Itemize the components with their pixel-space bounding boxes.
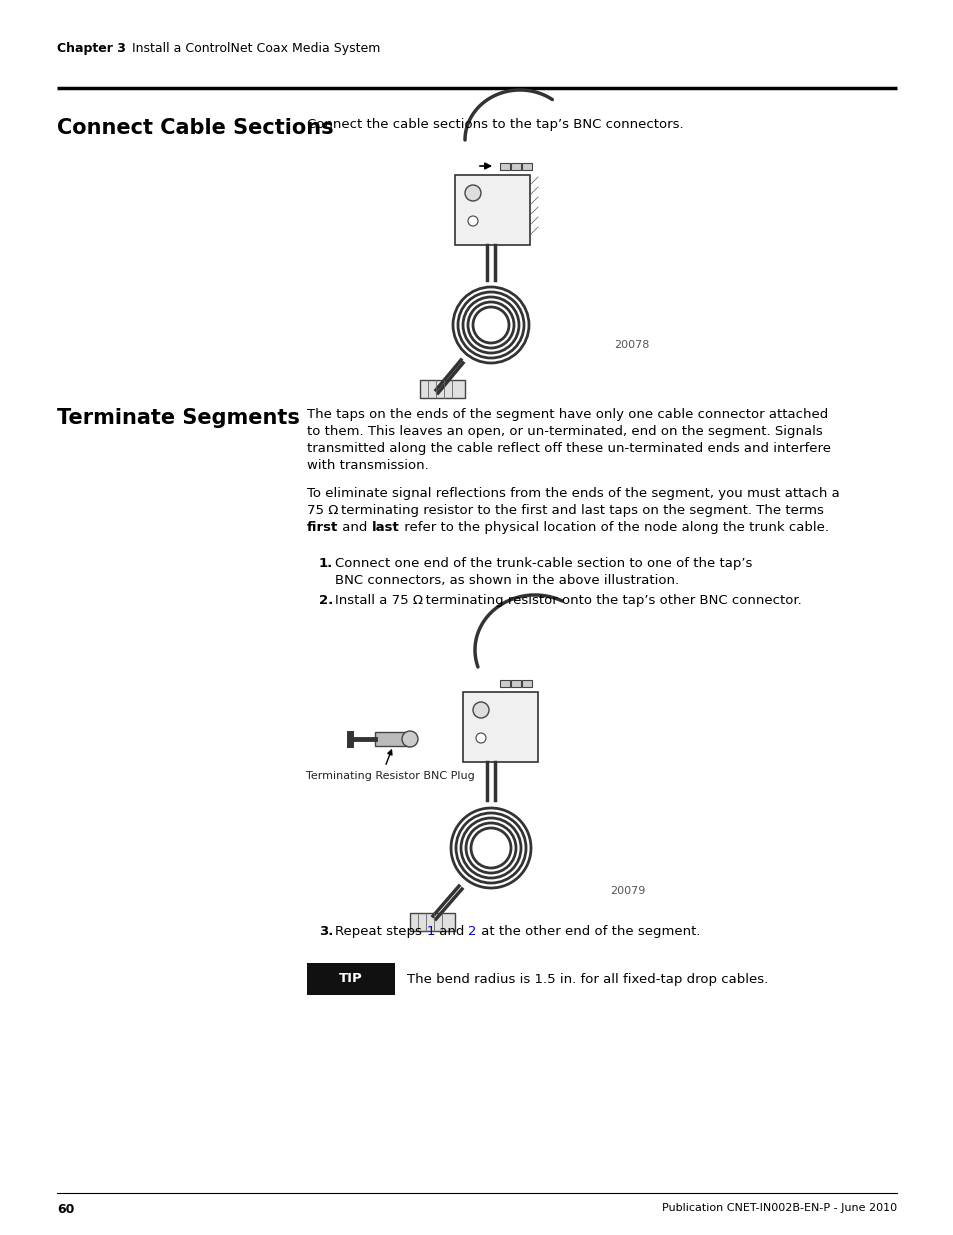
Text: Install a ControlNet Coax Media System: Install a ControlNet Coax Media System xyxy=(132,42,380,56)
Text: 1: 1 xyxy=(426,925,435,939)
Text: 1.: 1. xyxy=(318,557,333,571)
Text: Repeat steps: Repeat steps xyxy=(335,925,426,939)
Bar xyxy=(521,680,532,687)
Bar xyxy=(499,163,510,170)
Circle shape xyxy=(476,734,485,743)
Text: Connect Cable Sections: Connect Cable Sections xyxy=(57,119,334,138)
Circle shape xyxy=(473,701,489,718)
Text: to them. This leaves an open, or un-terminated, end on the segment. Signals: to them. This leaves an open, or un-term… xyxy=(307,425,821,438)
Text: Publication CNET-IN002B-EN-P - June 2010: Publication CNET-IN002B-EN-P - June 2010 xyxy=(661,1203,896,1213)
Text: Connect one end of the trunk-cable section to one of the tap’s: Connect one end of the trunk-cable secti… xyxy=(335,557,752,571)
Bar xyxy=(375,732,410,746)
Bar xyxy=(521,163,532,170)
Text: Install a 75 Ω terminating resistor onto the tap’s other BNC connector.: Install a 75 Ω terminating resistor onto… xyxy=(335,594,801,606)
Bar xyxy=(307,963,395,995)
Text: TIP: TIP xyxy=(338,972,362,986)
Text: 20079: 20079 xyxy=(609,885,644,897)
Text: and: and xyxy=(435,925,468,939)
Text: refer to the physical location of the node along the trunk cable.: refer to the physical location of the no… xyxy=(399,521,828,534)
Bar xyxy=(499,680,510,687)
Bar xyxy=(410,913,455,931)
Text: transmitted along the cable reflect off these un-terminated ends and interfere: transmitted along the cable reflect off … xyxy=(307,442,830,454)
Text: 2: 2 xyxy=(468,925,476,939)
Text: BNC connectors, as shown in the above illustration.: BNC connectors, as shown in the above il… xyxy=(335,574,679,587)
Bar xyxy=(511,163,520,170)
Circle shape xyxy=(468,216,477,226)
Text: The bend radius is 1.5 in. for all fixed-tap drop cables.: The bend radius is 1.5 in. for all fixed… xyxy=(407,972,767,986)
Text: Terminate Segments: Terminate Segments xyxy=(57,408,299,429)
Text: Terminating Resistor BNC Plug: Terminating Resistor BNC Plug xyxy=(306,771,475,781)
Text: and: and xyxy=(338,521,372,534)
Text: 2.: 2. xyxy=(318,594,333,606)
Circle shape xyxy=(464,185,480,201)
Text: 60: 60 xyxy=(57,1203,74,1216)
Text: Connect the cable sections to the tap’s BNC connectors.: Connect the cable sections to the tap’s … xyxy=(307,119,683,131)
Text: 3.: 3. xyxy=(318,925,333,939)
Circle shape xyxy=(401,731,417,747)
Text: 20078: 20078 xyxy=(614,340,649,350)
Text: Chapter 3: Chapter 3 xyxy=(57,42,126,56)
Text: 75 Ω terminating resistor to the first and last taps on the segment. The terms: 75 Ω terminating resistor to the first a… xyxy=(307,504,823,517)
Bar xyxy=(419,380,464,398)
Bar xyxy=(462,692,537,762)
Text: at the other end of the segment.: at the other end of the segment. xyxy=(476,925,700,939)
Bar xyxy=(455,175,530,245)
Text: with transmission.: with transmission. xyxy=(307,459,428,472)
Text: first: first xyxy=(307,521,338,534)
Text: last: last xyxy=(372,521,399,534)
Text: To eliminate signal reflections from the ends of the segment, you must attach a: To eliminate signal reflections from the… xyxy=(307,487,839,500)
Text: The taps on the ends of the segment have only one cable connector attached: The taps on the ends of the segment have… xyxy=(307,408,827,421)
Bar xyxy=(511,680,520,687)
